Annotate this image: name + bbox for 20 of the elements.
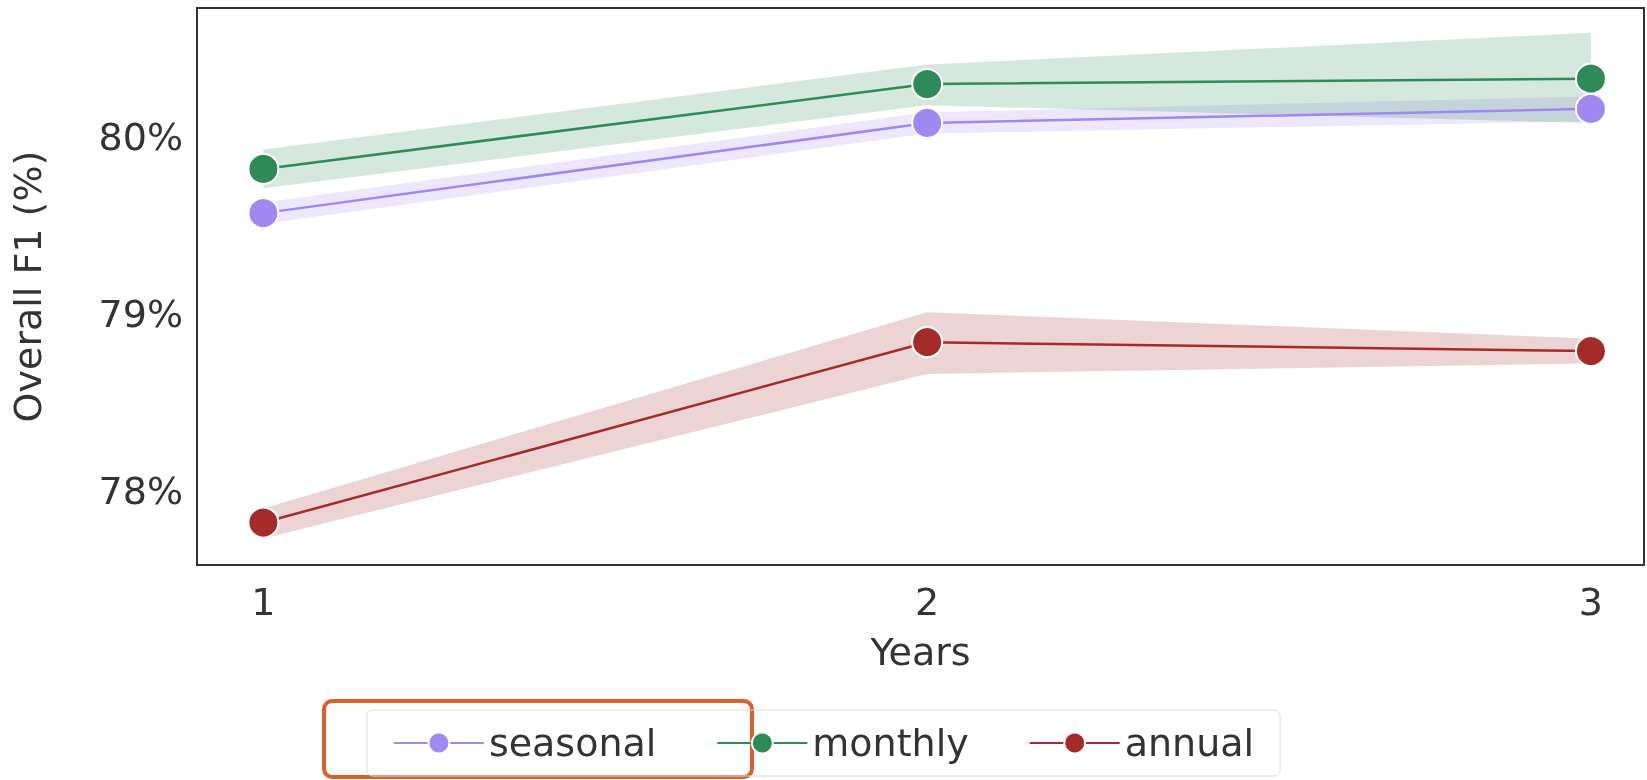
point <box>247 197 280 230</box>
point <box>911 106 944 139</box>
x-tick-label: 3 <box>1578 580 1603 624</box>
y-tick-label: 78% <box>98 468 183 513</box>
legend-label: annual <box>1124 721 1255 765</box>
point <box>911 326 944 359</box>
point <box>1574 62 1607 95</box>
y-axis-title: Overall F1 (%) <box>6 150 50 423</box>
point <box>1574 92 1607 125</box>
x-tick-label: 1 <box>251 580 276 624</box>
x-tick-label: 2 <box>915 580 940 624</box>
point <box>1574 335 1607 368</box>
legend-label: seasonal <box>488 721 657 765</box>
point <box>247 152 280 185</box>
x-axis-title: Years <box>869 630 971 674</box>
y-tick-label: 80% <box>98 115 183 160</box>
y-tick-label: 79% <box>98 291 183 336</box>
legend-label: monthly <box>812 721 969 765</box>
point <box>911 68 944 101</box>
point <box>247 506 280 539</box>
